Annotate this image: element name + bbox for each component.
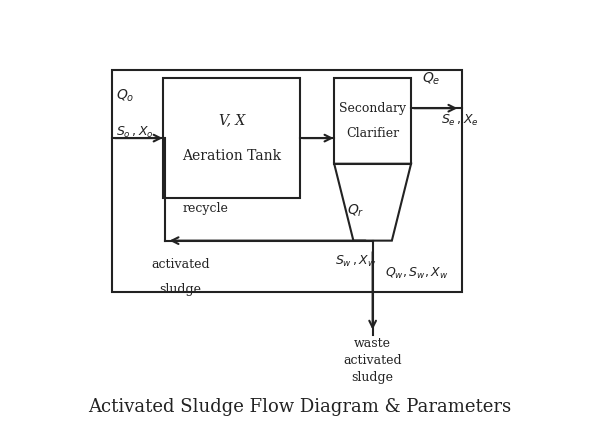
Bar [163, 78, 300, 198]
Text: activated: activated [343, 354, 402, 367]
Text: V, X: V, X [218, 113, 245, 127]
Text: $Q_o$: $Q_o$ [116, 88, 135, 104]
Text: sludge: sludge [160, 283, 202, 296]
Text: waste: waste [354, 337, 391, 350]
Text: $Q_w,S_w,X_w$: $Q_w,S_w,X_w$ [385, 266, 449, 281]
Text: Aeration Tank: Aeration Tank [182, 149, 281, 163]
Text: sludge: sludge [352, 371, 394, 384]
Text: $S_e\,,X_e$: $S_e\,,X_e$ [441, 113, 479, 128]
Text: $S_o\,,X_o$: $S_o\,,X_o$ [116, 125, 154, 140]
Bar [334, 78, 411, 164]
Text: $Q_r$: $Q_r$ [347, 203, 364, 219]
Text: $Q_e$: $Q_e$ [422, 71, 441, 87]
Text: $S_w\,,X_w$: $S_w\,,X_w$ [335, 253, 376, 269]
Text: Clarifier: Clarifier [346, 127, 399, 140]
Text: Activated Sludge Flow Diagram & Parameters: Activated Sludge Flow Diagram & Paramete… [88, 398, 512, 416]
Bar [112, 70, 463, 292]
Text: recycle: recycle [183, 202, 229, 215]
Text: Secondary: Secondary [339, 101, 406, 115]
Text: activated: activated [151, 258, 209, 271]
